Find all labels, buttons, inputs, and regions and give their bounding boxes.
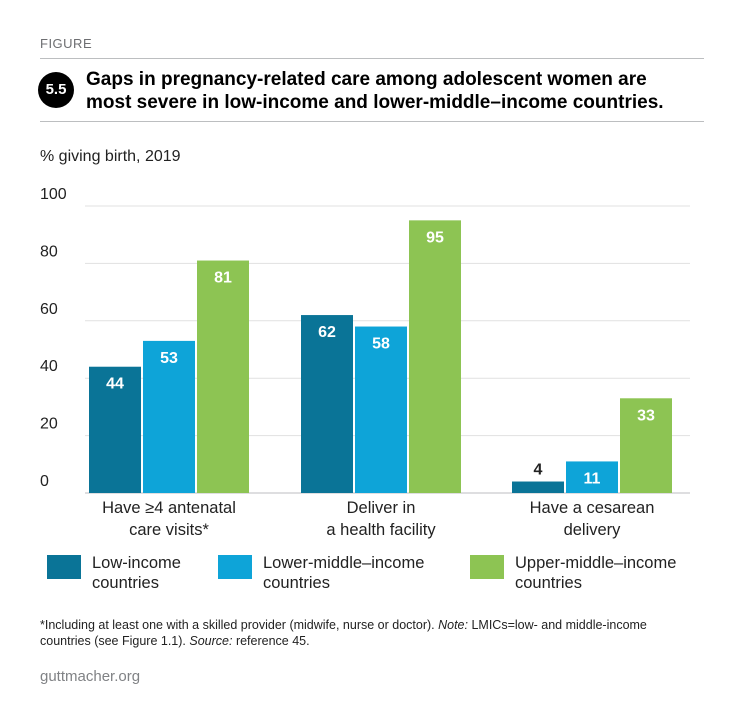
legend-swatch-upper-middle-income — [470, 555, 504, 579]
legend-item-upper-middle-income: Upper-middle–income countries — [470, 553, 676, 593]
bar — [620, 398, 672, 493]
y-tick-label: 40 — [40, 358, 58, 375]
x-category-label: Deliver in — [347, 499, 416, 517]
legend-swatch-low-income — [47, 555, 81, 579]
legend-swatch-lower-middle-income — [218, 555, 252, 579]
site-credit: guttmacher.org — [40, 668, 141, 685]
top-divider — [40, 58, 704, 59]
bar-value-label: 62 — [318, 324, 336, 341]
bar — [512, 481, 564, 493]
bar — [89, 366, 141, 493]
bar-value-label: 44 — [106, 376, 124, 393]
y-tick-label: 20 — [40, 416, 58, 433]
bar — [566, 461, 618, 493]
bar-chart: 0 20 40 60 80 100 44 53 81 Have ≥4 antenatal care … — [40, 186, 690, 539]
y-tick-label: 60 — [40, 301, 58, 318]
bar-value-label: 95 — [426, 229, 444, 246]
x-category-label: a health facility — [326, 521, 436, 539]
legend-label-lower-middle-income: Lower-middle–income countries — [263, 554, 425, 592]
y-tick-label: 0 — [40, 473, 49, 490]
bar-value-label: 58 — [372, 336, 390, 353]
bar-value-label: 81 — [214, 270, 232, 287]
x-category-label: care visits* — [129, 521, 209, 539]
bar — [409, 220, 461, 493]
y-tick-label: 100 — [40, 186, 67, 203]
figure-title: Gaps in pregnancy-related care among ado… — [86, 69, 664, 113]
x-category-label: Have a cesarean — [530, 499, 655, 517]
legend-label-low-income: Low-income countries — [92, 554, 181, 592]
figure-number-badge: 5.5 — [38, 72, 74, 108]
bar-value-label: 33 — [637, 407, 655, 424]
x-category-label: Have ≥4 antenatal — [102, 499, 236, 517]
title-divider — [40, 121, 704, 122]
bar-value-label: 11 — [584, 470, 601, 487]
bar — [143, 340, 195, 493]
legend-item-lower-middle-income: Lower-middle–income countries — [218, 553, 424, 593]
y-axis-label: % giving birth, 2019 — [40, 148, 181, 165]
bar — [301, 315, 353, 493]
legend-item-low-income: Low-income countries — [47, 553, 181, 593]
bar — [355, 326, 407, 493]
bar-value-label: 53 — [160, 350, 178, 367]
figure-kicker: FIGURE — [40, 36, 93, 51]
x-category-label: delivery — [564, 521, 622, 539]
y-tick-label: 80 — [40, 243, 58, 260]
legend-label-upper-middle-income: Upper-middle–income countries — [515, 554, 677, 592]
footnote: *Including at least one with a skilled p… — [40, 618, 647, 648]
bar-value-label: 4 — [534, 462, 543, 479]
bar — [197, 260, 249, 493]
